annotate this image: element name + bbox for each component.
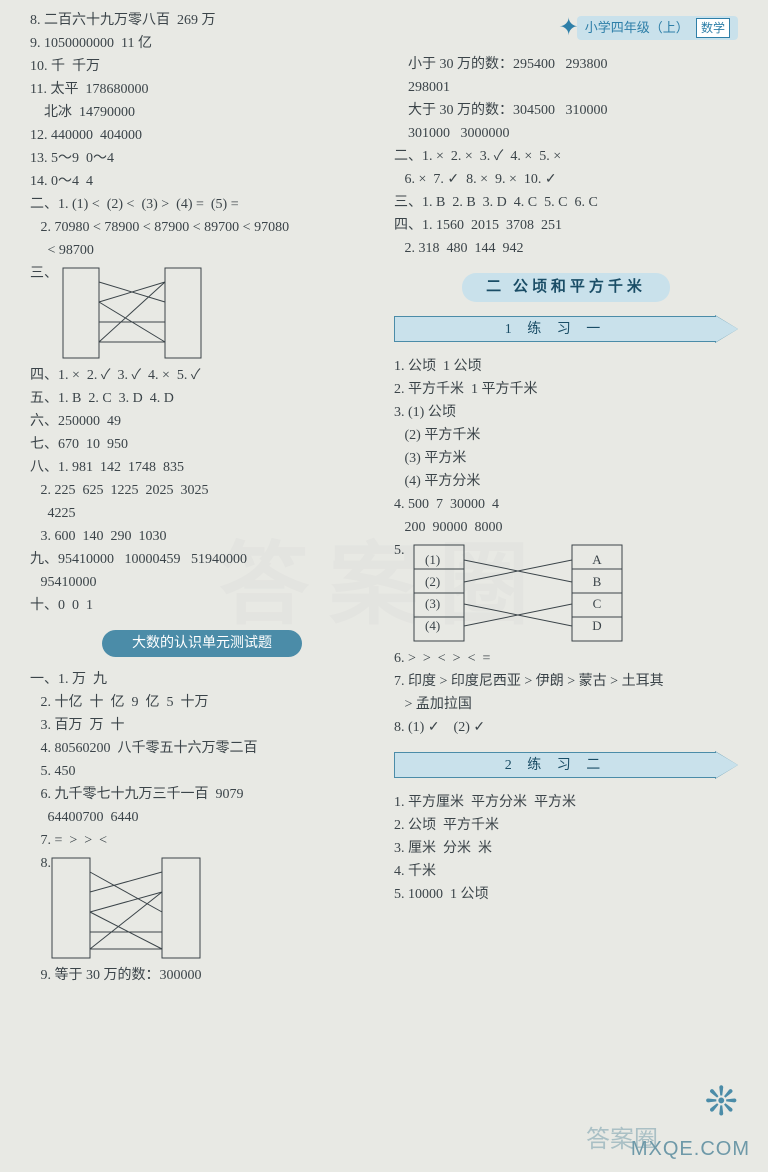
answer-line: 七、670 10 950 — [30, 434, 374, 455]
svg-text:(2): (2) — [425, 574, 440, 589]
answer-line: 二、1. × 2. × 3. ✓ 4. × 5. × — [394, 146, 738, 167]
answer-line: 298001 — [394, 77, 738, 98]
answer-line: 3. 百万 万 十 — [30, 715, 374, 736]
answer-line: 6. 九千零七十九万三千一百 9079 — [30, 784, 374, 805]
svg-text:(1): (1) — [425, 552, 440, 567]
answer-line: 北冰 14790000 — [30, 102, 374, 123]
site-watermark: MXQE.COM — [631, 1134, 750, 1164]
answer-line: 4. 80560200 八千零五十六万零二百 — [30, 738, 374, 759]
answer-line: 五、1. B 2. C 3. D 4. D — [30, 388, 374, 409]
answer-line: 7. = > > < — [30, 830, 374, 851]
answer-line: 5. 450 — [30, 761, 374, 782]
answer-line: 7. 印度 > 印度尼西亚 > 伊朗 > 蒙古 > 土耳其 — [394, 671, 738, 692]
answer-line: 301000 3000000 — [394, 123, 738, 144]
svg-text:D: D — [592, 618, 601, 633]
svg-text:B: B — [592, 574, 601, 589]
svg-text:(4): (4) — [425, 618, 440, 633]
svg-text:C: C — [592, 596, 601, 611]
answer-line: 四、1. × 2. ✓ 3. ✓ 4. × 5. ✓ — [30, 365, 374, 386]
left-column: 8. 二百六十九万零八百 269 万 9. 1050000000 11 亿 10… — [20, 10, 384, 988]
answer-line: 4225 — [30, 503, 374, 524]
answer-line: 10. 千 千万 — [30, 56, 374, 77]
exercise-title-2: 2 练 习 二 — [394, 752, 738, 778]
answer-line: 小于 30 万的数：295400 293800 — [394, 54, 738, 75]
answer-line: 大于 30 万的数：304500 310000 — [394, 100, 738, 121]
flourish-icon: ❊ — [704, 1072, 738, 1132]
unit-test-title: 大数的认识单元测试题 — [102, 630, 302, 657]
subject-label: 数学 — [696, 18, 730, 38]
answer-line: 2. 公顷 平方千米 — [394, 815, 738, 836]
answer-line: > 孟加拉国 — [394, 694, 738, 715]
answer-line: 一、1. 万 九 — [30, 669, 374, 690]
matching-diagram-8 — [51, 857, 201, 961]
answer-line: 二、1. (1) < (2) < (3) > (4) = (5) = — [30, 194, 374, 215]
answer-line: 11. 太平 178680000 — [30, 79, 374, 100]
exercise-title-1: 1 练 习 一 — [394, 316, 738, 342]
svg-text:A: A — [592, 552, 602, 567]
answer-line: 9. 1050000000 11 亿 — [30, 33, 374, 54]
answer-line: 2. 平方千米 1 平方千米 — [394, 379, 738, 400]
answer-line: < 98700 — [30, 240, 374, 261]
answer-line: 4. 500 7 30000 4 — [394, 494, 738, 515]
answer-line: (4) 平方分米 — [394, 471, 738, 492]
answer-line: 3. (1) 公顷 — [394, 402, 738, 423]
answer-line: 2. 225 625 1225 2025 3025 — [30, 480, 374, 501]
answer-line: 八、1. 981 142 1748 835 — [30, 457, 374, 478]
answer-line: 3. 厘米 分米 米 — [394, 838, 738, 859]
answer-line: 3. 600 140 290 1030 — [30, 526, 374, 547]
answer-line: (2) 平方千米 — [394, 425, 738, 446]
answer-line: 6. × 7. ✓ 8. × 9. × 10. ✓ — [394, 169, 738, 190]
answer-line: 九、95410000 10000459 51940000 — [30, 549, 374, 570]
star-icon: ✦ — [559, 10, 579, 46]
answer-line: 5. 10000 1 公顷 — [394, 884, 738, 905]
answer-line: 1. 平方厘米 平方分米 平方米 — [394, 792, 738, 813]
right-column: ✦ 小学四年级（上） 数学 小于 30 万的数：295400 293800 29… — [384, 10, 748, 988]
answer-line: 6. > > < > < = — [394, 648, 738, 669]
svg-text:(3): (3) — [425, 596, 440, 611]
answer-line: 5. — [394, 540, 405, 561]
answer-line: 三、1. B 2. B 3. D 4. C 5. C 6. C — [394, 192, 738, 213]
matching-diagram-3 — [62, 267, 202, 361]
answer-line: 95410000 — [30, 572, 374, 593]
page-header: ✦ 小学四年级（上） 数学 — [394, 10, 738, 46]
answer-line: 8. — [30, 853, 51, 874]
answer-line: 2. 70980 < 78900 < 87900 < 89700 < 97080 — [30, 217, 374, 238]
answer-line: (3) 平方米 — [394, 448, 738, 469]
answer-line: 十、0 0 1 — [30, 595, 374, 616]
answer-line: 2. 318 480 144 942 — [394, 238, 738, 259]
chapter-title: 二 公顷和平方千米 — [462, 273, 670, 302]
answer-line: 64400700 6440 — [30, 807, 374, 828]
section-label: 三、 — [30, 263, 58, 284]
answer-line: 14. 0～4 4 — [30, 171, 374, 192]
answer-line: 六、250000 49 — [30, 411, 374, 432]
answer-line: 1. 公顷 1 公顷 — [394, 356, 738, 377]
answer-line: 2. 十亿 十 亿 9 亿 5 十万 — [30, 692, 374, 713]
matching-diagram-5: (1) (2) (3) (4) ABCD — [413, 544, 623, 644]
answer-line: 4. 千米 — [394, 861, 738, 882]
answer-line: 9. 等于 30 万的数：300000 — [30, 965, 374, 986]
answer-line: 200 90000 8000 — [394, 517, 738, 538]
grade-label: 小学四年级（上） — [585, 20, 689, 35]
answer-line: 四、1. 1560 2015 3708 251 — [394, 215, 738, 236]
answer-line: 12. 440000 404000 — [30, 125, 374, 146]
answer-line: 8. 二百六十九万零八百 269 万 — [30, 10, 374, 31]
answer-line: 13. 5～9 0～4 — [30, 148, 374, 169]
answer-line: 8. (1) ✓ (2) ✓ — [394, 717, 738, 738]
